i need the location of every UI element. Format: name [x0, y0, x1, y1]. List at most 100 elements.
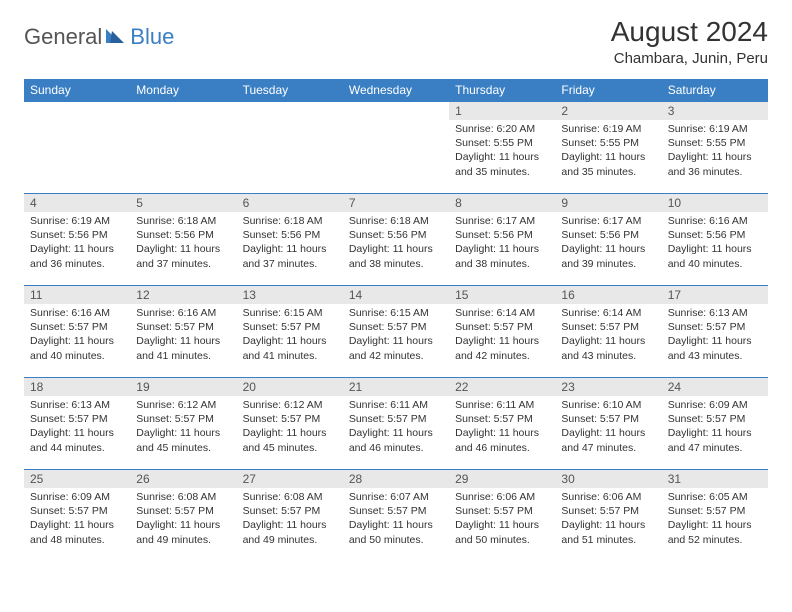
- calendar-cell: 18Sunrise: 6:13 AMSunset: 5:57 PMDayligh…: [24, 378, 130, 470]
- sunrise-line: Sunrise: 6:06 AM: [561, 490, 655, 504]
- calendar-cell: 8Sunrise: 6:17 AMSunset: 5:56 PMDaylight…: [449, 194, 555, 286]
- day-number: 30: [555, 470, 661, 488]
- sunset-line: Sunset: 5:57 PM: [30, 504, 124, 518]
- day-content: Sunrise: 6:08 AMSunset: 5:57 PMDaylight:…: [130, 488, 236, 551]
- calendar-cell: 3Sunrise: 6:19 AMSunset: 5:55 PMDaylight…: [662, 102, 768, 194]
- daylight-line: Daylight: 11 hours and 49 minutes.: [136, 518, 230, 546]
- calendar-cell: 14Sunrise: 6:15 AMSunset: 5:57 PMDayligh…: [343, 286, 449, 378]
- sunset-line: Sunset: 5:57 PM: [455, 504, 549, 518]
- day-number: 26: [130, 470, 236, 488]
- daylight-line: Daylight: 11 hours and 37 minutes.: [136, 242, 230, 270]
- day-content: Sunrise: 6:16 AMSunset: 5:57 PMDaylight:…: [130, 304, 236, 367]
- weekday-header: Saturday: [662, 79, 768, 102]
- sunset-line: Sunset: 5:57 PM: [349, 320, 443, 334]
- sunset-line: Sunset: 5:57 PM: [136, 412, 230, 426]
- day-content: Sunrise: 6:17 AMSunset: 5:56 PMDaylight:…: [555, 212, 661, 275]
- day-content: Sunrise: 6:15 AMSunset: 5:57 PMDaylight:…: [343, 304, 449, 367]
- calendar-cell: 20Sunrise: 6:12 AMSunset: 5:57 PMDayligh…: [237, 378, 343, 470]
- day-number: [237, 102, 343, 120]
- day-number: 3: [662, 102, 768, 120]
- sunset-line: Sunset: 5:56 PM: [30, 228, 124, 242]
- sunset-line: Sunset: 5:55 PM: [455, 136, 549, 150]
- sunrise-line: Sunrise: 6:06 AM: [455, 490, 549, 504]
- calendar-cell: [24, 102, 130, 194]
- daylight-line: Daylight: 11 hours and 43 minutes.: [668, 334, 762, 362]
- calendar-cell: 17 Sunrise: 6:13 AMSunset: 5:57 PMDayligh…: [662, 286, 768, 378]
- title-block: August 2024 Chambara, Junin, Peru: [611, 16, 768, 67]
- calendar-body: 1Sunrise: 6:20 AMSunset: 5:55 PMDaylight…: [24, 102, 768, 562]
- calendar-cell: [343, 102, 449, 194]
- daylight-line: Daylight: 11 hours and 45 minutes.: [136, 426, 230, 454]
- day-number: 17: [662, 286, 768, 304]
- weekday-header: Wednesday: [343, 79, 449, 102]
- calendar-cell: 4Sunrise: 6:19 AMSunset: 5:56 PMDaylight…: [24, 194, 130, 286]
- day-number: [24, 102, 130, 120]
- daylight-line: Daylight: 11 hours and 40 minutes.: [30, 334, 124, 362]
- sunrise-line: Sunrise: 6:11 AM: [455, 398, 549, 412]
- daylight-line: Daylight: 11 hours and 47 minutes.: [668, 426, 762, 454]
- calendar-cell: 30Sunrise: 6:06 AMSunset: 5:57 PMDayligh…: [555, 470, 661, 562]
- sunset-line: Sunset: 5:57 PM: [243, 320, 337, 334]
- daylight-line: Daylight: 11 hours and 48 minutes.: [30, 518, 124, 546]
- sunrise-line: Sunrise: 6:13 AM: [668, 306, 762, 320]
- calendar-cell: 24Sunrise: 6:09 AMSunset: 5:57 PMDayligh…: [662, 378, 768, 470]
- day-number: 9: [555, 194, 661, 212]
- month-title: August 2024: [611, 16, 768, 48]
- sunrise-line: Sunrise: 6:08 AM: [243, 490, 337, 504]
- calendar-cell: 31Sunrise: 6:05 AMSunset: 5:57 PMDayligh…: [662, 470, 768, 562]
- calendar-cell: 29Sunrise: 6:06 AMSunset: 5:57 PMDayligh…: [449, 470, 555, 562]
- sunrise-line: Sunrise: 6:18 AM: [349, 214, 443, 228]
- sunset-line: Sunset: 5:57 PM: [668, 412, 762, 426]
- day-number: 2: [555, 102, 661, 120]
- sunrise-line: Sunrise: 6:16 AM: [668, 214, 762, 228]
- day-content: Sunrise: 6:13 AMSunset: 5:57 PMDaylight:…: [24, 396, 130, 459]
- calendar-cell: 11Sunrise: 6:16 AMSunset: 5:57 PMDayligh…: [24, 286, 130, 378]
- location: Chambara, Junin, Peru: [611, 50, 768, 67]
- daylight-line: Daylight: 11 hours and 50 minutes.: [455, 518, 549, 546]
- sunset-line: Sunset: 5:56 PM: [136, 228, 230, 242]
- daylight-line: Daylight: 11 hours and 49 minutes.: [243, 518, 337, 546]
- calendar-cell: 7Sunrise: 6:18 AMSunset: 5:56 PMDaylight…: [343, 194, 449, 286]
- daylight-line: Daylight: 11 hours and 35 minutes.: [455, 150, 549, 178]
- day-content: Sunrise: 6:09 AMSunset: 5:57 PMDaylight:…: [24, 488, 130, 551]
- calendar-row: 4Sunrise: 6:19 AMSunset: 5:56 PMDaylight…: [24, 194, 768, 286]
- sunrise-line: Sunrise: 6:19 AM: [30, 214, 124, 228]
- weekday-header: Friday: [555, 79, 661, 102]
- daylight-line: Daylight: 11 hours and 36 minutes.: [30, 242, 124, 270]
- daylight-line: Daylight: 11 hours and 44 minutes.: [30, 426, 124, 454]
- day-content: Sunrise: 6:14 AMSunset: 5:57 PMDaylight:…: [449, 304, 555, 367]
- sunset-line: Sunset: 5:57 PM: [243, 412, 337, 426]
- sunset-line: Sunset: 5:56 PM: [455, 228, 549, 242]
- sunrise-line: Sunrise: 6:09 AM: [668, 398, 762, 412]
- sunrise-line: Sunrise: 6:16 AM: [136, 306, 230, 320]
- sunrise-line: Sunrise: 6:07 AM: [349, 490, 443, 504]
- weekday-header: Thursday: [449, 79, 555, 102]
- day-content: Sunrise: 6:06 AMSunset: 5:57 PMDaylight:…: [449, 488, 555, 551]
- sunrise-line: Sunrise: 6:20 AM: [455, 122, 549, 136]
- sunset-line: Sunset: 5:57 PM: [668, 320, 762, 334]
- day-content: Sunrise: 6:18 AMSunset: 5:56 PMDaylight:…: [237, 212, 343, 275]
- day-content: Sunrise: 6:12 AMSunset: 5:57 PMDaylight:…: [237, 396, 343, 459]
- sunset-line: Sunset: 5:55 PM: [561, 136, 655, 150]
- weekday-header-row: SundayMondayTuesdayWednesdayThursdayFrid…: [24, 79, 768, 102]
- day-number: 23: [555, 378, 661, 396]
- sunrise-line: Sunrise: 6:17 AM: [561, 214, 655, 228]
- day-number: 16: [555, 286, 661, 304]
- sunrise-line: Sunrise: 6:12 AM: [136, 398, 230, 412]
- calendar-cell: 26Sunrise: 6:08 AMSunset: 5:57 PMDayligh…: [130, 470, 236, 562]
- daylight-line: Daylight: 11 hours and 43 minutes.: [561, 334, 655, 362]
- daylight-line: Daylight: 11 hours and 40 minutes.: [668, 242, 762, 270]
- daylight-line: Daylight: 11 hours and 45 minutes.: [243, 426, 337, 454]
- sunrise-line: Sunrise: 6:15 AM: [349, 306, 443, 320]
- sunrise-line: Sunrise: 6:16 AM: [30, 306, 124, 320]
- sunset-line: Sunset: 5:56 PM: [243, 228, 337, 242]
- sunrise-line: Sunrise: 6:15 AM: [243, 306, 337, 320]
- daylight-line: Daylight: 11 hours and 39 minutes.: [561, 242, 655, 270]
- day-content: Sunrise: 6:15 AMSunset: 5:57 PMDaylight:…: [237, 304, 343, 367]
- sunrise-line: Sunrise: 6:05 AM: [668, 490, 762, 504]
- calendar-cell: 23Sunrise: 6:10 AMSunset: 5:57 PMDayligh…: [555, 378, 661, 470]
- weekday-header: Tuesday: [237, 79, 343, 102]
- sunrise-line: Sunrise: 6:14 AM: [455, 306, 549, 320]
- day-number: 29: [449, 470, 555, 488]
- daylight-line: Daylight: 11 hours and 41 minutes.: [243, 334, 337, 362]
